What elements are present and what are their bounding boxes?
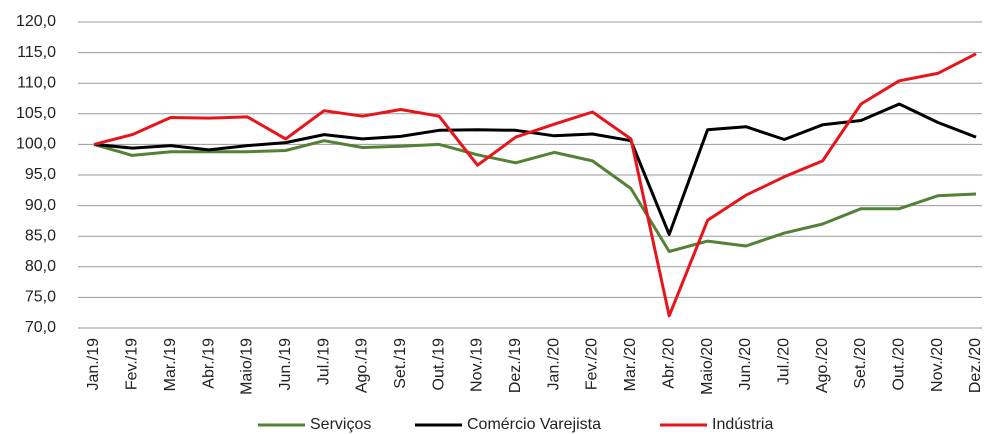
y-tick-label: 90,0 [25,197,56,214]
y-tick-label: 75,0 [25,289,56,306]
y-tick-label: 100,0 [16,136,56,153]
x-tick-label: Mar./20 [622,338,639,391]
x-tick-label: Set./19 [392,338,409,389]
x-tick-label: Jul./20 [775,338,792,385]
y-tick-label: 120,0 [16,13,56,30]
y-tick-label: 85,0 [25,227,56,244]
y-tick-label: 115,0 [17,44,56,61]
x-tick-label: Fev./20 [584,338,601,390]
x-tick-label: Jul./19 [315,338,332,385]
x-tick-label: Jan./20 [545,338,562,391]
x-tick-label: Maio/20 [699,338,716,395]
series-line [93,52,977,318]
series-line [93,139,977,253]
y-tick-label: 70,0 [25,319,56,336]
legend-label: Indústria [712,416,773,433]
x-tick-label: Nov./20 [929,338,946,392]
x-tick-label: Ago./19 [354,338,371,393]
x-tick-label: Jun./19 [277,338,294,391]
x-tick-label: Nov./19 [469,338,486,392]
x-tick-label: Dez./19 [507,338,524,393]
x-tick-label: Fev./19 [124,338,141,390]
x-tick-label: Maio/19 [239,338,256,395]
x-tick-label: Dez./20 [967,338,984,393]
x-tick-label: Out./20 [891,338,908,391]
x-tick-label: Mar./19 [162,338,179,391]
x-tick-label: Set./20 [852,338,869,389]
x-tick-label: Jan./19 [85,338,102,391]
x-tick-label: Out./19 [430,338,447,391]
y-tick-label: 95,0 [25,166,56,183]
x-tick-label: Jun./20 [737,338,754,391]
legend-label: Comércio Varejista [467,416,601,433]
y-tick-label: 110,0 [17,74,56,91]
x-tick-label: Abr./20 [660,338,677,389]
y-tick-label: 80,0 [25,258,56,275]
legend-label: Serviços [310,416,371,433]
x-tick-label: Ago./20 [814,338,831,393]
x-tick-label: Abr./19 [200,338,217,389]
series-line [93,102,977,236]
y-tick-label: 105,0 [16,105,56,122]
